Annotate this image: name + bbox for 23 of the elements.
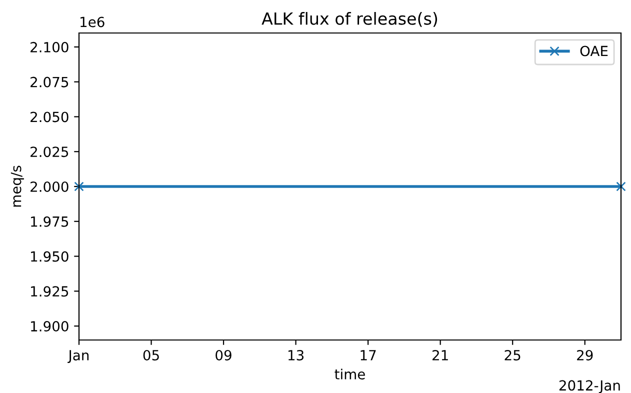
y-tick-label: 1.975 — [31, 216, 68, 227]
y-tick-label: 2.050 — [30, 112, 68, 122]
x-axis-title: time — [334, 368, 365, 380]
chart-title: ALK flux of release(s) — [262, 12, 438, 27]
text: 1e6 — [80, 16, 104, 28]
y-tick-label: 2.000 — [30, 181, 68, 192]
text: 2012-Jan — [559, 380, 620, 393]
y-tick-label: 1.900 — [31, 321, 68, 332]
x-tick-label: 17 — [360, 350, 376, 360]
y-tick-label: 2.075 — [30, 76, 68, 88]
x-tick-label: 05 — [143, 350, 159, 360]
y-tick-label: 1.950 — [31, 251, 68, 262]
x-tick-label: 21 — [432, 350, 448, 360]
x-tick-label: Jan — [68, 350, 89, 364]
y-tick-label: 1.925 — [31, 286, 68, 297]
y-axis-title: meq/s — [10, 166, 24, 207]
y-tick-label: 2.025 — [30, 146, 68, 158]
x-tick-label: 25 — [504, 350, 520, 360]
x-tick-label: 09 — [216, 350, 232, 360]
y-tick-label: 2.100 — [30, 42, 68, 52]
legend-label: OAE — [580, 46, 608, 56]
x-tick-label: 13 — [288, 350, 304, 360]
x-tick-label: 29 — [577, 350, 593, 360]
